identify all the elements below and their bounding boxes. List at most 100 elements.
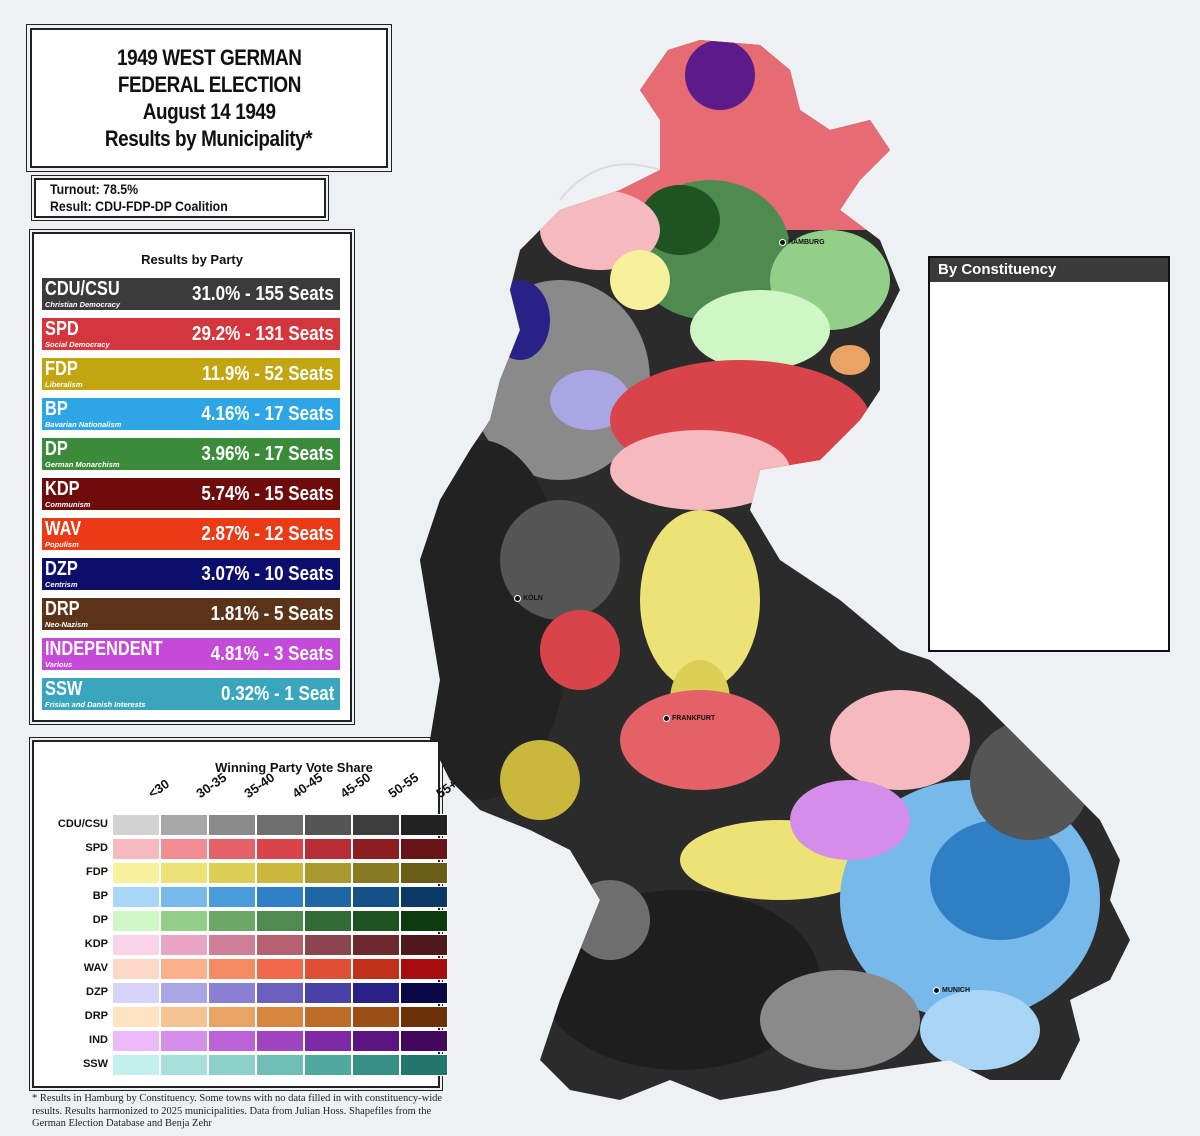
legend-swatch [160,862,208,884]
party-ideology: Communism [45,500,91,509]
legend-swatch [208,910,256,932]
party-row: SSW Frisian and Danish Interests 0.32% - 1… [42,678,340,710]
legend-swatch [208,1054,256,1076]
legend-swatch [160,934,208,956]
party-row: DP German Monarchism 3.96% - 17 Seats [42,438,340,470]
legend-swatch [256,838,304,860]
results-by-party-heading: Results by Party [141,252,243,267]
legend-swatch [160,814,208,836]
party-result: 11.9% - 52 Seats [202,363,334,385]
title-line-4: Results by Municipality* [105,126,313,151]
legend-swatch [352,1054,400,1076]
city-name: FRANKFURT [672,715,716,722]
party-name: INDEPENDENT [45,638,163,660]
legend-swatch [112,910,160,932]
summary-panel: Turnout: 78.5% Result: CDU-FDP-DP Coalit… [31,175,329,221]
party-result: 3.07% - 10 Seats [201,563,334,585]
legend-bin-label: <30 [145,776,173,801]
legend-swatch [304,1030,352,1052]
legend-swatch [208,1006,256,1028]
city-name: HAMBURG [788,239,825,246]
party-row: INDEPENDENT Various 4.81% - 3 Seats [42,638,340,670]
legend-row-label: DP [92,914,108,926]
constituency-inset: By Constituency [928,256,1170,652]
legend-swatch [160,838,208,860]
legend-swatch [208,814,256,836]
legend-swatch [352,1030,400,1052]
city-marker-icon [663,715,670,722]
legend-swatch [160,958,208,980]
party-result: 2.87% - 12 Seats [201,523,334,545]
legend-swatch [112,886,160,908]
legend-swatch [208,958,256,980]
party-name: DZP [45,558,78,580]
legend-swatch [304,1006,352,1028]
legend-title: Winning Party Vote Share [215,760,373,775]
party-result: 0.32% - 1 Seat [220,683,334,705]
party-ideology: Frisian and Danish Interests [45,700,146,709]
party-row: KDP Communism 5.74% - 15 Seats [42,478,340,510]
legend-row-label: SSW [82,1058,108,1070]
legend-swatch [160,910,208,932]
party-result: 1.81% - 5 Seats [211,603,334,625]
legend-swatch [400,814,448,836]
legend-swatch [256,934,304,956]
legend-swatch [400,958,448,980]
party-row: DZP Centrism 3.07% - 10 Seats [42,558,340,590]
legend-swatch [160,1006,208,1028]
party-name: SPD [45,318,79,340]
legend-row-label: IND [89,1034,108,1046]
city-label-frankfurt: FRANKFURT [663,715,715,722]
city-marker-icon [933,987,940,994]
legend-swatch [112,982,160,1004]
city-marker-icon [779,239,786,246]
legend-swatch [304,862,352,884]
legend-swatch [352,934,400,956]
legend-swatch [352,958,400,980]
title-panel: 1949 WEST GERMAN FEDERAL ELECTION August… [26,24,392,172]
legend-row-label: SPD [85,842,108,854]
legend-swatch [256,910,304,932]
legend-swatch [352,838,400,860]
party-result: 31.0% - 155 Seats [192,283,334,305]
party-ideology: Liberalism [45,380,83,389]
city-label-munich: MUNICH [933,987,970,994]
legend-swatch [160,886,208,908]
party-name: WAV [45,518,82,540]
party-row: SPD Social Democracy 29.2% - 131 Seats [42,318,340,350]
legend-swatch [352,982,400,1004]
title-line-2: FEDERAL ELECTION [117,72,301,97]
city-name: KÖLN [523,595,543,602]
party-result: 5.74% - 15 Seats [201,483,334,505]
city-marker-icon [514,595,521,602]
party-ideology: Neo-Nazism [45,620,88,629]
legend-swatch [208,982,256,1004]
legend-swatch [304,814,352,836]
inset-title: By Constituency [930,258,1168,282]
city-label-koln: KÖLN [514,595,543,602]
legend-swatch [208,838,256,860]
legend-row-label: CDU/CSU [57,818,108,830]
legend-swatch [400,838,448,860]
party-ideology: Centrism [45,580,78,589]
legend-swatch [256,862,304,884]
party-result: 4.81% - 3 Seats [211,643,334,665]
legend-swatch [112,1006,160,1028]
legend-swatch [256,1030,304,1052]
legend-swatch [112,958,160,980]
legend-row-label: WAV [83,962,108,974]
legend-row-label: DZP [86,986,108,998]
party-name: KDP [45,478,80,500]
party-ideology: Bavarian Nationalism [45,420,122,429]
legend-swatch [160,1054,208,1076]
legend-swatch [304,958,352,980]
legend-swatch [352,814,400,836]
legend-swatch [352,910,400,932]
party-ideology: German Monarchism [45,460,120,469]
legend-swatch [208,862,256,884]
vote-share-legend: Winning Party Vote Share <30 30-35 35-40 40… [29,737,460,1091]
city-label-hamburg: HAMBURG [779,239,825,246]
party-name: DRP [45,598,80,620]
legend-swatch [400,934,448,956]
